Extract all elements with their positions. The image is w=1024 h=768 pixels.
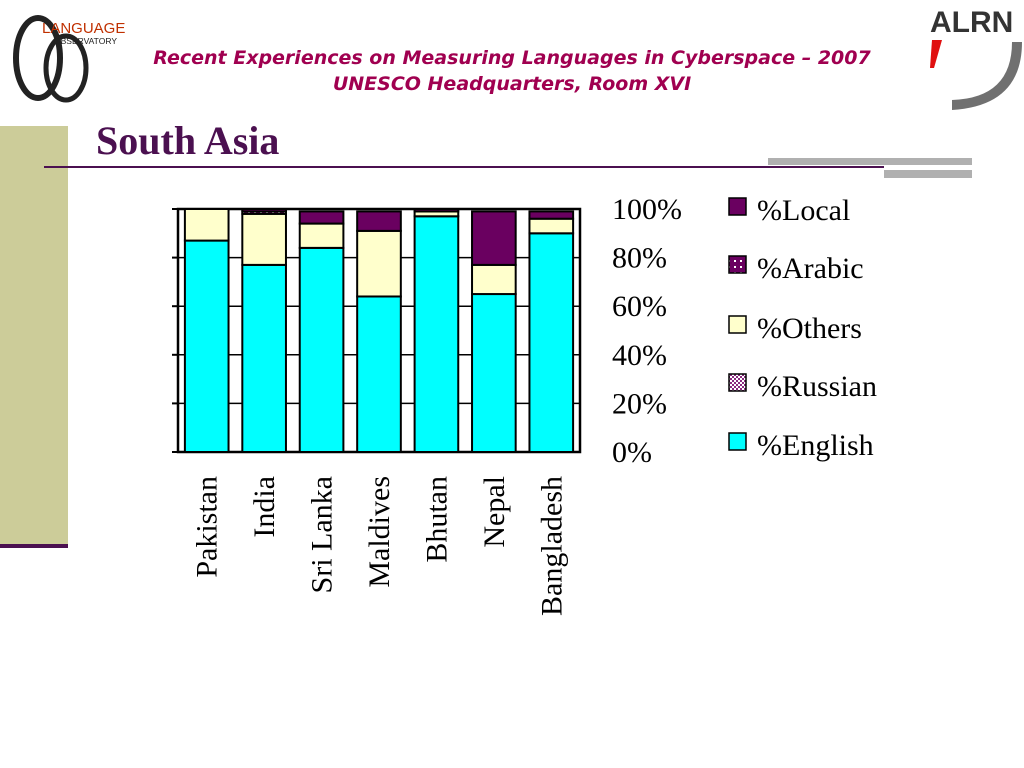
legend-label-arabic: %Arabic [757,252,864,285]
sidebar-underline [0,544,68,548]
legend-label-russian: %Russian [757,370,877,403]
title-rule-decoration [884,170,972,178]
header-venue: UNESCO Headquarters, Room XVI [332,73,692,95]
alrn-logo-text: ALRN [930,6,1013,39]
bar-segment-english-bangladesh [528,232,575,453]
category-label: India [248,476,281,538]
bar-segment-local-bhutan [413,208,460,213]
bar-segment-others-india [241,212,287,266]
bar-segment-english-maldives [356,295,402,454]
category-label: Nepal [478,476,511,548]
bar-segment-others-bangladesh [528,217,575,235]
category-label: Pakistan [191,476,224,578]
bar-segment-others-sri-lanka [298,222,345,249]
bar-segment-english-india [241,263,287,454]
logo-text-language: LANGUAGE [42,20,125,37]
bar-segment-others-pakistan [183,208,230,242]
legend-label-others: %Others [757,312,862,345]
y-tick-labels: 0% 20% 40% 60% 80% 100% [612,193,682,469]
bar-segment-local-bangladesh [528,210,575,220]
y-tick-label: 60% [612,290,667,323]
y-tick-label: 100% [612,193,682,226]
bar-segment-others-nepal [471,263,517,296]
category-label: Bhutan [420,476,453,563]
bar-segment-local-india [241,208,287,213]
bar-segment-local-maldives [356,210,402,232]
legend-swatch-arabic [728,255,747,274]
y-tick-label: 80% [612,242,667,275]
legend-swatch-local [728,197,747,216]
bar-segment-local-sri-lanka [298,210,345,225]
legend: %Local %Arabic %Others %Russian %English [728,194,877,462]
legend-swatch-others [728,315,747,334]
y-tick-label: 20% [612,387,667,420]
logo-text-observatory: OBSERVATORY [54,36,117,46]
bar-segment-english-pakistan [183,239,230,453]
sidebar-decoration [0,126,68,546]
category-label: Maldives [363,476,396,588]
legend-label-local: %Local [757,194,850,227]
bar-segment-english-sri-lanka [298,246,345,453]
bar-segment-english-nepal [471,293,517,453]
legend-label-english: %English [757,429,874,462]
legend-swatch-russian [728,373,747,392]
language-observatory-logo: LANGUAGE OBSERVATORY [13,15,125,103]
bar-segment-english-bhutan [413,215,460,453]
category-labels: Pakistan India Sri Lanka Maldives Bhutan Nepa… [191,476,569,616]
title-rule-decoration [768,158,972,165]
bars-group [183,208,575,454]
category-label: Bangladesh [535,476,568,616]
title-rule [44,166,884,168]
y-tick-label: 40% [612,339,667,372]
y-tick-label: 0% [612,436,652,469]
page-title: South Asia [96,118,280,163]
alrn-logo: ALRN [930,6,1022,110]
bar-segment-others-maldives [356,229,402,298]
legend-swatch-english [728,432,747,451]
header-conference-title: Recent Experiences on Measuring Language… [153,47,871,69]
bar-segment-local-nepal [471,210,517,266]
category-label: Sri Lanka [306,476,339,593]
